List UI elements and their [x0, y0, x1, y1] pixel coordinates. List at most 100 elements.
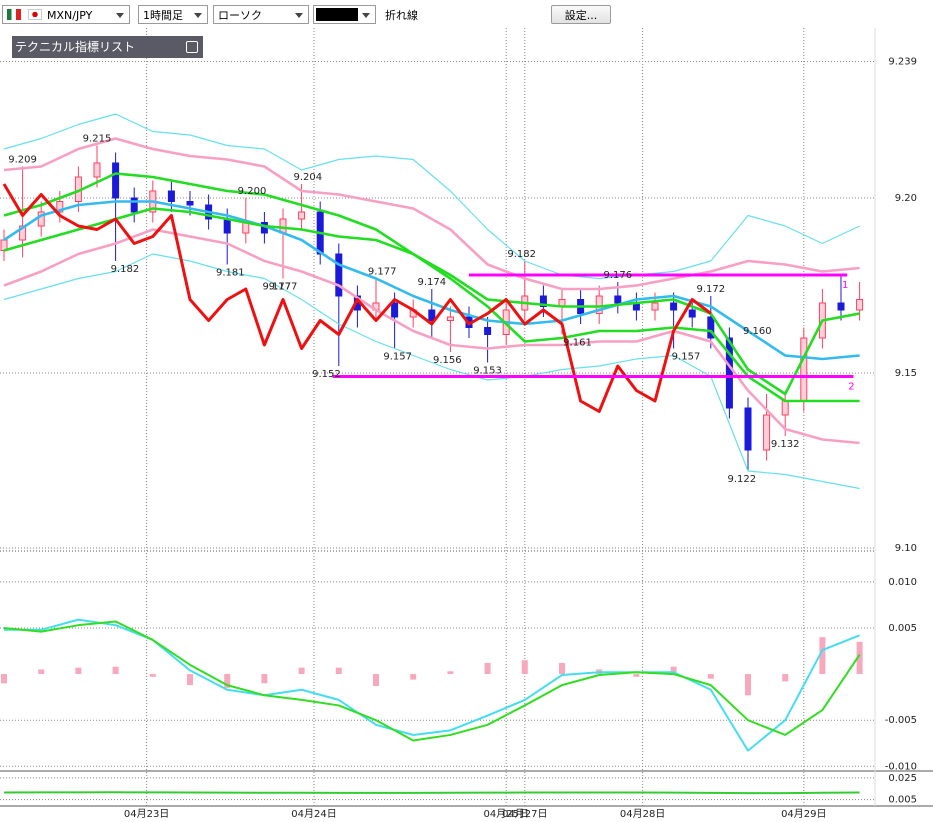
x-tick-label: 04月28日 — [620, 808, 665, 820]
candle-body — [614, 295, 622, 304]
price-annotation: 9.182 — [111, 264, 140, 275]
histogram-bar — [819, 637, 826, 675]
price-annotation: 9.209 — [8, 155, 37, 166]
price-annotation: 9.200 — [238, 186, 267, 197]
indicator-line — [3, 228, 860, 445]
indicator-line — [3, 253, 860, 490]
histogram-bar — [782, 674, 789, 682]
candle-body — [800, 337, 808, 402]
settings-text: 設定... — [564, 9, 598, 22]
histogram-bar — [75, 667, 82, 675]
histogram-bar — [261, 674, 268, 684]
candle-body — [781, 400, 789, 416]
candle-body — [688, 309, 696, 318]
y-tick-label: -0.010 — [885, 761, 917, 772]
candle-body — [725, 337, 733, 409]
candle-body — [539, 295, 547, 307]
histogram-bar — [373, 674, 379, 687]
candle-body — [93, 162, 101, 178]
flag-icon — [7, 9, 21, 20]
histogram-bar — [1, 674, 7, 684]
overlay-style-text: 折れ線 — [385, 9, 418, 22]
candle-body — [707, 316, 715, 339]
x-tick-label: 04月27日 — [502, 808, 547, 820]
color-select[interactable] — [313, 5, 376, 24]
indicator-list-title: テクニカル指標リスト — [15, 40, 136, 54]
y-tick-label: 0.005 — [888, 795, 917, 806]
histogram-bar — [707, 674, 714, 679]
price-annotation: 9.177 — [269, 282, 298, 293]
indicator-line — [3, 200, 860, 361]
candle-body — [837, 302, 845, 311]
indicator-line — [3, 207, 860, 403]
candle-body — [335, 253, 343, 297]
candle-body — [595, 295, 603, 314]
timeframe-select[interactable]: 1時間足 — [138, 5, 208, 24]
price-annotation: 9.157 — [383, 352, 412, 363]
histogram-bar — [670, 666, 677, 675]
candle-body — [744, 407, 752, 451]
price-annotation: 9.122 — [727, 474, 756, 485]
horizontal-line-label: 2 — [848, 382, 854, 393]
histogram-bar — [187, 674, 193, 686]
price-annotation: 9.215 — [83, 134, 112, 145]
price-annotation: 9.172 — [696, 284, 725, 295]
symbol: MXN/JPY — [47, 9, 93, 22]
settings-button[interactable]: 設定... — [551, 5, 611, 24]
chart-style-select[interactable]: ローソク — [213, 5, 309, 24]
price-annotation: 9.174 — [417, 277, 446, 288]
panel-toggle[interactable] — [186, 41, 198, 53]
color-swatch — [316, 8, 358, 21]
price-annotation: 9.157 — [672, 352, 701, 363]
price-annotation: 9.182 — [507, 249, 536, 260]
candle-body — [19, 225, 27, 241]
histogram-bar — [335, 667, 342, 675]
y-tick-label: 0.010 — [888, 577, 917, 588]
price-annotation: 9.161 — [563, 338, 592, 349]
indicator-line — [3, 791, 860, 795]
candle-body — [223, 218, 231, 234]
candle-body — [428, 309, 436, 321]
indicator-list-panel[interactable]: テクニカル指標リスト — [12, 36, 203, 58]
candle-body — [56, 201, 64, 213]
histogram-bar — [521, 660, 528, 675]
candle-body — [446, 316, 454, 321]
indicator-line — [4, 618, 860, 752]
histogram-bar — [112, 666, 119, 675]
flag-icon — [28, 9, 42, 20]
y-tick-label: 0.005 — [888, 623, 917, 634]
symbol-select[interactable]: MXN/JPY — [2, 5, 130, 24]
histogram-bar — [447, 671, 454, 675]
price-annotation: 9.177 — [368, 267, 397, 278]
histogram-bar — [856, 641, 863, 675]
x-tick-label: 04月29日 — [781, 808, 826, 820]
histogram-bar — [484, 663, 491, 675]
indicator-line — [3, 172, 860, 396]
y-tick-label: 0.025 — [888, 773, 917, 784]
histogram-bar — [410, 674, 417, 680]
overlay-style: 折れ線 — [380, 5, 545, 24]
histogram-bar — [38, 669, 45, 675]
x-tick-label: 04月24日 — [291, 808, 336, 820]
indicator-line — [3, 113, 860, 280]
histogram-bar — [559, 663, 565, 675]
x-tick-label: 04月23日 — [124, 808, 169, 820]
candle-body — [391, 302, 399, 318]
candle-body — [130, 197, 138, 213]
histogram-bar — [298, 667, 305, 675]
histogram-bar — [745, 674, 751, 696]
indicator-line — [3, 620, 861, 742]
price-annotation: 9.160 — [743, 326, 772, 337]
price-annotation: 9.153 — [473, 366, 502, 377]
candle-body — [167, 190, 175, 202]
candle-body — [298, 211, 306, 220]
y-tick-label: 9.10 — [895, 543, 917, 554]
indicator-line — [3, 137, 860, 291]
price-annotation: 9.176 — [603, 270, 632, 281]
y-tick-label: -0.005 — [885, 715, 917, 726]
price-annotation: 9.152 — [312, 369, 341, 380]
histogram-bar — [224, 674, 231, 688]
price-annotation: 9.204 — [293, 172, 322, 183]
price-annotation: 9.156 — [433, 355, 462, 366]
